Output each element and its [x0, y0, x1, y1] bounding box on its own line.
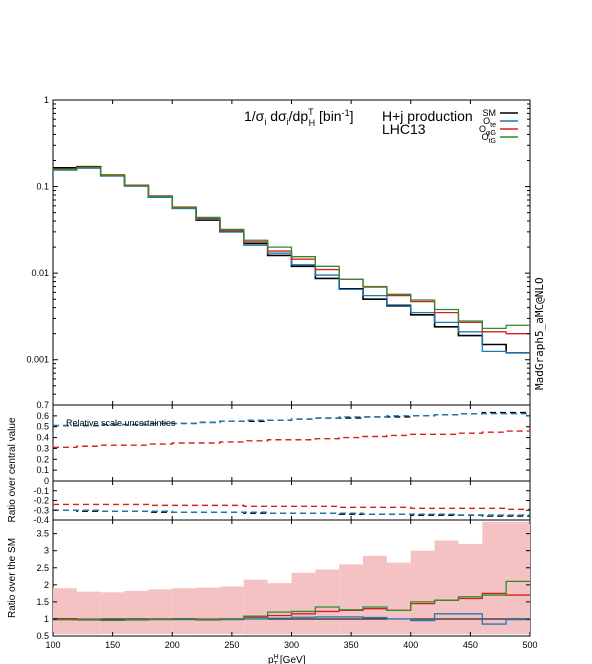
- band-bin-8: [243, 579, 268, 635]
- scale-up-y-tick-label: 0.6: [36, 411, 49, 421]
- scale-annotation: Relative scale uncertainties: [66, 418, 176, 428]
- scale-down-y-tick-label: -0.2: [33, 496, 49, 506]
- main-y-tick-label: 0.01: [31, 268, 49, 278]
- x-tick-label: 450: [463, 640, 478, 650]
- ratio-y-tick-label: 2: [44, 580, 49, 590]
- scale-up-y-tick-label: 0.5: [36, 422, 49, 432]
- ratio-y-tick-label: 3: [44, 546, 49, 556]
- band-bin-9: [267, 583, 292, 635]
- band-bin-6: [196, 587, 220, 634]
- ratio-y-tick-label: 2.5: [36, 563, 49, 573]
- x-axis-label: pHT[GeV]: [268, 654, 306, 664]
- main-y-tick-label: 0.1: [36, 182, 49, 192]
- band-bin-3: [124, 590, 149, 634]
- scale-down-line-OphiG: [53, 503, 530, 510]
- scale-up-y-tick-label: 0: [44, 476, 49, 486]
- main-line-OtG: [53, 166, 530, 330]
- scale-down-line-Ote: [53, 509, 530, 516]
- x-tick-label: 500: [522, 640, 537, 650]
- ratio-line-OtG: [53, 580, 530, 621]
- x-tick-label: 200: [165, 640, 180, 650]
- scale-up-y-tick-label: 0.7: [36, 400, 49, 410]
- scale-up-y-tick-label: 0.3: [36, 443, 49, 453]
- scale-up-y-tick-label: 0.1: [36, 465, 49, 475]
- scale-down-y-tick-label: -0.1: [33, 486, 49, 496]
- scale-down-y-tick-label: -0.3: [33, 505, 49, 515]
- legend-label-OtG: OtG: [482, 132, 496, 145]
- series-lines: [53, 165, 530, 625]
- main-line-Ote: [53, 167, 530, 354]
- x-tick-label: 150: [105, 640, 120, 650]
- axes: 10.10.010.0010.70.60.50.40.30.20.10-0.1-…: [26, 95, 537, 650]
- band-bin-12: [339, 564, 364, 635]
- main-y-tick-label: 0.001: [26, 355, 49, 365]
- ratio-y-tick-label: 0.5: [36, 631, 49, 641]
- band-bin-0: [53, 588, 77, 635]
- x-tick-label: 100: [45, 640, 60, 650]
- band-bin-10: [291, 572, 316, 635]
- energy-label: LHC13: [382, 121, 426, 137]
- x-tick-label: 300: [284, 640, 299, 650]
- band-bin-1: [76, 591, 101, 635]
- band-bin-14: [386, 562, 411, 635]
- band-bin-7: [219, 586, 244, 634]
- x-tick-label: 250: [224, 640, 239, 650]
- main-panel-title: 1/σi dσi/dpT H [bin-1]: [244, 107, 354, 128]
- scale-down-y-tick-label: -0.4: [33, 515, 49, 525]
- x-tick-label: 350: [344, 640, 359, 650]
- legend-label-OphiG: OφG: [479, 124, 496, 137]
- ratio-uncertainty-band: [53, 521, 530, 635]
- band-bin-16: [434, 540, 459, 635]
- scale-up-line-Ote: [53, 412, 530, 427]
- legend-label-SM: SM: [483, 108, 497, 118]
- band-bin-17: [458, 543, 483, 635]
- band-bin-2: [100, 592, 125, 634]
- panel-frame-down: [52, 480, 531, 521]
- process-label: H+j production: [382, 108, 473, 124]
- watermark: MadGraph5_aMC@NLO: [533, 277, 546, 390]
- y-axis-label-ratio: Ratio over the SM: [7, 538, 18, 618]
- ratio-y-tick-label: 1: [44, 614, 49, 624]
- ratio-y-tick-label: 1.5: [36, 597, 49, 607]
- scale-up-y-tick-label: 0.2: [36, 454, 49, 464]
- scale-up-y-tick-label: 0.4: [36, 433, 49, 443]
- y-axis-label-scale: Ratio over central value: [7, 417, 18, 522]
- band-bin-4: [148, 589, 173, 634]
- ratio-y-tick-label: 3.5: [36, 529, 49, 539]
- band-bin-5: [172, 588, 197, 634]
- legend-label-Ote: Ote: [483, 116, 496, 129]
- scale-up-line-OphiG: [53, 430, 530, 449]
- panel-frame-up: [52, 404, 531, 482]
- band-bin-11: [315, 569, 340, 635]
- band-bin-18: [482, 521, 507, 635]
- band-bin-13: [363, 555, 387, 635]
- band-bin-19: [506, 521, 530, 635]
- main-y-tick-label: 1: [44, 95, 49, 105]
- band-bin-15: [410, 550, 435, 635]
- x-tick-label: 400: [403, 640, 418, 650]
